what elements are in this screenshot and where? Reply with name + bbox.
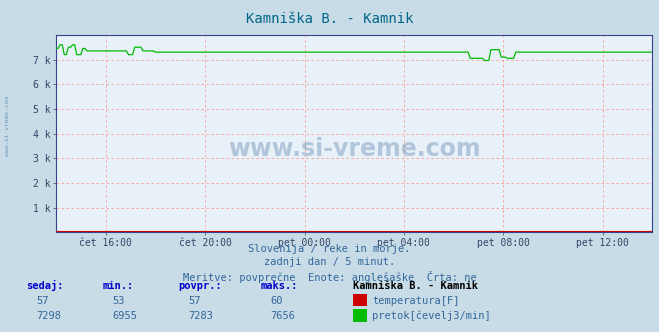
Text: 53: 53 (112, 296, 125, 306)
Text: pretok[čevelj3/min]: pretok[čevelj3/min] (372, 311, 491, 321)
Text: 6955: 6955 (112, 311, 137, 321)
Text: Kamniška B. - Kamnik: Kamniška B. - Kamnik (246, 12, 413, 26)
Text: min.:: min.: (102, 281, 133, 291)
Text: temperatura[F]: temperatura[F] (372, 296, 460, 306)
Text: 7298: 7298 (36, 311, 61, 321)
Text: www.si-vreme.com: www.si-vreme.com (228, 137, 480, 161)
Text: www.si-vreme.com: www.si-vreme.com (5, 96, 11, 156)
Text: 60: 60 (270, 296, 283, 306)
Text: maks.:: maks.: (260, 281, 298, 291)
Text: Meritve: povprečne  Enote: anglešaške  Črta: ne: Meritve: povprečne Enote: anglešaške Črt… (183, 271, 476, 283)
Text: 7283: 7283 (188, 311, 213, 321)
Text: Kamniška B. - Kamnik: Kamniška B. - Kamnik (353, 281, 478, 291)
Text: povpr.:: povpr.: (178, 281, 221, 291)
Text: sedaj:: sedaj: (26, 280, 64, 291)
Text: 57: 57 (188, 296, 200, 306)
Text: 57: 57 (36, 296, 49, 306)
Text: Slovenija / reke in morje.: Slovenija / reke in morje. (248, 244, 411, 254)
Text: 7656: 7656 (270, 311, 295, 321)
Text: zadnji dan / 5 minut.: zadnji dan / 5 minut. (264, 257, 395, 267)
